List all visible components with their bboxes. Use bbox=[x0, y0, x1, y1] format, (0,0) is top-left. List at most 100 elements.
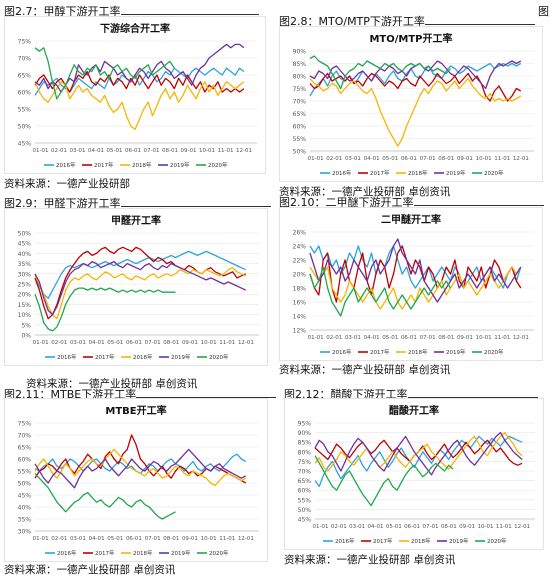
legend-label: 2016年 bbox=[57, 353, 77, 361]
series-line bbox=[314, 455, 454, 507]
figure-heading-text: 图2.10：二甲醚下游开工率 bbox=[279, 196, 414, 209]
x-tick-label: 04-01 bbox=[89, 536, 105, 542]
y-tick-label: 0% bbox=[21, 333, 31, 340]
x-tick-label: 01-01 bbox=[313, 524, 329, 530]
x-tick-label: 01-01 bbox=[33, 340, 49, 346]
figure-heading: 图2.8：MTO/MTP下游开工率 bbox=[279, 13, 535, 29]
y-tick-label: 70% bbox=[18, 56, 32, 63]
series-line bbox=[309, 245, 522, 303]
y-tick-label: 14% bbox=[293, 314, 307, 321]
heading-rule bbox=[136, 397, 277, 398]
x-tick-label: 02-01 bbox=[51, 536, 67, 542]
y-tick-label: 75% bbox=[18, 39, 32, 46]
chart-title: MTBE开工率 bbox=[105, 404, 166, 417]
x-tick-label: 02-01 bbox=[326, 335, 342, 341]
series-line bbox=[34, 267, 247, 320]
x-tick-label: 11-01 bbox=[218, 148, 234, 154]
series-line bbox=[34, 448, 247, 487]
y-tick-label: 22% bbox=[293, 258, 307, 265]
x-tick-label: 08-01 bbox=[438, 335, 454, 341]
figure-heading: 图2.7：甲醇下游开工率 bbox=[4, 3, 259, 19]
chart-title: 下游综合开工率 bbox=[100, 22, 170, 35]
legend-label: 2020年 bbox=[484, 169, 504, 177]
x-tick-label: 09-01 bbox=[182, 340, 198, 346]
x-tick-label: 05-01 bbox=[107, 340, 123, 346]
y-tick-label: 18% bbox=[293, 286, 307, 293]
x-tick-label: 03-01 bbox=[70, 340, 86, 346]
x-tick-label: 09-01 bbox=[457, 156, 473, 162]
chart-panel: MTO/MTP开工率 90% 85% 80% 75% 70% 65% 60% 55% 50% 01-… bbox=[279, 26, 543, 182]
legend-label: 2018年 bbox=[408, 348, 428, 356]
y-tick-label: 60% bbox=[18, 457, 32, 464]
series-line bbox=[34, 250, 247, 299]
figure-heading-text: 图2.8：MTO/MTP下游开工率 bbox=[279, 15, 425, 28]
series-line bbox=[34, 260, 247, 316]
legend-label: 2016年 bbox=[56, 161, 76, 169]
source-note: 资料来源：一德产业投研部 bbox=[4, 178, 130, 190]
series-line bbox=[314, 431, 523, 476]
x-tick-label: 03-01 bbox=[349, 524, 365, 530]
series-line bbox=[34, 472, 176, 520]
y-tick-label: 90% bbox=[298, 430, 312, 437]
y-tick-label: 10% bbox=[18, 312, 32, 319]
x-tick-label: 10-01 bbox=[478, 524, 494, 530]
y-tick-label: 55% bbox=[18, 469, 32, 476]
x-tick-label: 09-01 bbox=[457, 335, 473, 341]
y-tick-label: 50% bbox=[298, 507, 312, 514]
y-tick-label: 45% bbox=[18, 141, 32, 148]
series-line bbox=[34, 81, 245, 131]
x-tick-label: 05-01 bbox=[382, 156, 398, 162]
y-tick-label: 95% bbox=[298, 421, 312, 428]
figure-heading: 图2.12：醋酸下游开工率 bbox=[284, 386, 538, 402]
x-tick-label: 06-01 bbox=[404, 524, 420, 530]
legend-label: 2017年 bbox=[370, 169, 390, 177]
legend-label: 2019年 bbox=[449, 537, 469, 545]
x-tick-label: 10-01 bbox=[201, 536, 217, 542]
x-tick-label: 08-01 bbox=[162, 148, 178, 154]
x-tick-label: 07-01 bbox=[420, 335, 436, 341]
x-tick-label: 01-01 bbox=[308, 156, 324, 162]
legend-label: 2018年 bbox=[411, 537, 431, 545]
x-tick-label: 06-01 bbox=[125, 148, 141, 154]
chart-title: 二甲醚开工率 bbox=[381, 213, 441, 226]
x-tick-label: 07-01 bbox=[145, 340, 161, 346]
series-line bbox=[34, 246, 247, 320]
legend-label: 2016年 bbox=[332, 348, 352, 356]
x-tick-label: 02-01 bbox=[331, 524, 347, 530]
line-chart: MTO/MTP开工率 90% 85% 80% 75% 70% 65% 60% 55% 50%01-… bbox=[293, 32, 534, 177]
x-tick-label: 02-01 bbox=[51, 340, 67, 346]
y-tick-label: 40% bbox=[18, 505, 32, 512]
x-tick-label: 06-01 bbox=[401, 335, 417, 341]
y-tick-label: 16% bbox=[293, 300, 307, 307]
legend-label: 2020年 bbox=[484, 348, 504, 356]
heading-rule bbox=[120, 206, 271, 207]
source-note: 资料来源：一德产业投研部 卓创资讯 bbox=[279, 186, 451, 198]
series-line bbox=[34, 448, 247, 489]
x-tick-label: 11-01 bbox=[494, 156, 510, 162]
x-tick-label: 10-01 bbox=[201, 340, 217, 346]
x-tick-label: 04-01 bbox=[368, 524, 384, 530]
figure-heading-text: 图2.9：甲醛下游开工率 bbox=[4, 197, 121, 210]
legend-label: 2017年 bbox=[95, 353, 115, 361]
legend-label: 2019年 bbox=[446, 348, 466, 356]
y-tick-label: 85% bbox=[298, 440, 312, 447]
figure-heading-text: 图2.11：MTBE下游开工率 bbox=[4, 388, 137, 401]
y-tick-label: 45% bbox=[18, 493, 32, 500]
line-chart: 甲醛开工率 50% 45% 40% 35% 30% 25% 20% 15% 10% 5% 0%01-0… bbox=[18, 214, 259, 361]
x-tick-label: 05-01 bbox=[107, 536, 123, 542]
x-tick-label: 03-01 bbox=[70, 148, 86, 154]
x-tick-label: 09-01 bbox=[459, 524, 475, 530]
y-tick-label: 30% bbox=[18, 529, 32, 536]
x-tick-label: 07-01 bbox=[423, 524, 439, 530]
x-tick-label: 09-01 bbox=[181, 148, 197, 154]
figure-heading: 图2.9：甲醛下游开工率 bbox=[4, 195, 271, 211]
x-tick-label: 12-01 bbox=[513, 156, 529, 162]
x-tick-label: 04-01 bbox=[364, 156, 380, 162]
x-tick-label: 12-01 bbox=[238, 536, 254, 542]
x-tick-label: 12-01 bbox=[514, 524, 530, 530]
y-tick-label: 50% bbox=[18, 481, 32, 488]
x-tick-label: 12-01 bbox=[513, 335, 529, 341]
x-tick-label: 06-01 bbox=[126, 340, 142, 346]
legend-label: 2020年 bbox=[209, 353, 229, 361]
y-tick-label: 50% bbox=[18, 124, 32, 131]
